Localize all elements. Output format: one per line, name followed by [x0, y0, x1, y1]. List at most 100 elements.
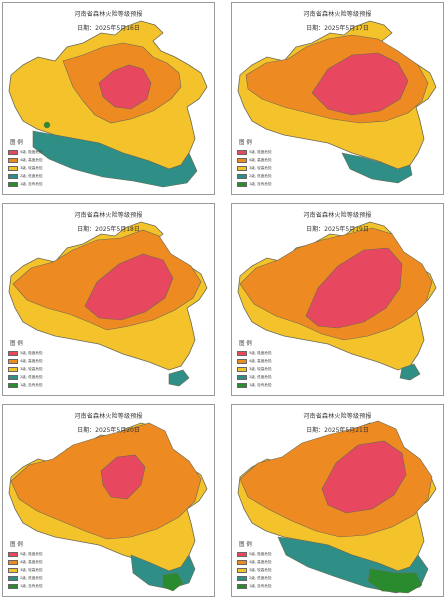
legend-swatch [8, 374, 18, 380]
region-level5 [311, 52, 409, 116]
legend-swatch [237, 181, 247, 187]
henan-map-1 [8, 20, 208, 188]
panel-title: 河南省森林火险等级预报 [303, 212, 372, 219]
legend-swatch [8, 181, 18, 187]
forecast-panel-5: 河南省森林火险等级预报 日期：2025年5月20日 图 例 5级, 极度危险 4… [2, 404, 215, 597]
legend-label: 2级, 低度危险 [20, 374, 43, 379]
legend-title: 图 例 [10, 542, 23, 548]
forecast-panel-3: 河南省森林火险等级预报 日期：2025年5月18日 图 例 5级, 极度危险 4… [2, 203, 215, 396]
legend-item: 1级, 没有危险 [8, 381, 68, 389]
legend-label: 5级, 极度危险 [249, 551, 272, 556]
legend-swatch [8, 551, 18, 557]
legend-swatch [237, 567, 247, 573]
legend-item: 5级, 极度危险 [237, 550, 297, 558]
panel-title: 河南省森林火险等级预报 [303, 413, 372, 420]
legend-item: 5级, 极度危险 [237, 148, 297, 156]
legend-swatch [237, 382, 247, 388]
legend-label: 4级, 高度危险 [249, 559, 272, 564]
legend-item: 1级, 没有危险 [8, 180, 68, 188]
legend-swatch [8, 157, 18, 163]
legend-item: 2级, 低度危险 [8, 172, 68, 180]
legend-item: 3级, 较高危险 [8, 566, 68, 574]
legend-swatch [8, 350, 18, 356]
forecast-panel-6: 河南省森林火险等级预报 日期：2025年5月21日 图 例 5级, 极度危险 4… [231, 404, 444, 597]
legend-label: 4级, 高度危险 [20, 559, 43, 564]
legend-item: 1级, 没有危险 [237, 381, 297, 389]
panel-date: 日期：2025年5月20日 [77, 427, 140, 434]
legend-label: 1级, 没有危险 [20, 583, 43, 588]
legend-swatch [8, 366, 18, 372]
legend-label: 2级, 低度危险 [20, 575, 43, 580]
legend-label: 3级, 较高危险 [20, 567, 43, 572]
henan-map-3 [8, 221, 208, 387]
legend-label: 2级, 低度危险 [249, 374, 272, 379]
legend-swatch [237, 350, 247, 356]
legend-swatch [8, 583, 18, 589]
legend-item: 5级, 极度危险 [237, 349, 297, 357]
legend-label: 1级, 没有危险 [20, 181, 43, 186]
legend-item: 1级, 没有危险 [237, 180, 297, 188]
legend-swatch [237, 165, 247, 171]
legend-item: 3级, 较高危险 [237, 566, 297, 574]
legend: 图 例 5级, 极度危险 4级, 高度危险 3级, 较高危险 2级, 低度危险 … [8, 540, 68, 590]
legend-swatch [237, 366, 247, 372]
panel-date: 日期：2025年5月16日 [77, 25, 140, 32]
legend-item: 2级, 低度危险 [237, 574, 297, 582]
panel-date: 日期：2025年5月17日 [306, 25, 369, 32]
legend-label: 3级, 较高危险 [249, 567, 272, 572]
region-level5 [321, 440, 407, 514]
legend-title: 图 例 [239, 140, 252, 146]
region-level5 [305, 247, 403, 329]
legend-item: 1级, 没有危险 [8, 582, 68, 590]
legend-label: 5级, 极度危险 [249, 350, 272, 355]
henan-map-6 [237, 420, 437, 594]
legend-item: 5级, 极度危险 [8, 550, 68, 558]
legend-label: 5级, 极度危险 [20, 149, 43, 154]
legend-swatch [237, 551, 247, 557]
legend-item: 5级, 极度危险 [8, 349, 68, 357]
legend-swatch [8, 575, 18, 581]
legend-item: 4级, 高度危险 [8, 357, 68, 365]
legend-label: 2级, 低度危险 [249, 575, 272, 580]
legend-item: 4级, 高度危险 [237, 558, 297, 566]
legend-swatch [8, 173, 18, 179]
region-level5 [84, 253, 174, 321]
legend-label: 3级, 较高危险 [249, 366, 272, 371]
legend-title: 图 例 [10, 140, 23, 146]
region-level5 [100, 454, 146, 500]
legend: 图 例 5级, 极度危险 4级, 高度危险 3级, 较高危险 2级, 低度危险 … [8, 339, 68, 389]
legend-swatch [237, 149, 247, 155]
legend-swatch [8, 567, 18, 573]
henan-map-5 [8, 422, 208, 592]
legend-swatch [237, 374, 247, 380]
legend-label: 5级, 极度危险 [20, 551, 43, 556]
legend-label: 2级, 低度危险 [249, 173, 272, 178]
legend-item: 4级, 高度危险 [8, 558, 68, 566]
legend-label: 1级, 没有危险 [249, 181, 272, 186]
legend-label: 5级, 极度危险 [249, 149, 272, 154]
region-level1 [162, 572, 184, 592]
legend-label: 3级, 较高危险 [20, 165, 43, 170]
legend-swatch [237, 583, 247, 589]
region-level2 [399, 363, 421, 381]
forecast-panel-1: 河南省森林火险等级预报 日期：2025年5月16日 图 例 5级, 极度危险 4… [2, 2, 215, 195]
legend: 图 例 5级, 极度危险 4级, 高度危险 3级, 较高危险 2级, 低度危险 … [237, 138, 297, 188]
panel-title: 河南省森林火险等级预报 [74, 11, 143, 18]
legend-swatch [8, 165, 18, 171]
legend-swatch [8, 149, 18, 155]
legend-label: 4级, 高度危险 [249, 157, 272, 162]
legend-title: 图 例 [10, 341, 23, 347]
legend-title: 图 例 [239, 542, 252, 548]
legend: 图 例 5级, 极度危险 4级, 高度危险 3级, 较高危险 2级, 低度危险 … [237, 339, 297, 389]
legend-swatch [237, 575, 247, 581]
legend-label: 3级, 较高危险 [20, 366, 43, 371]
legend-swatch [237, 559, 247, 565]
legend-label: 4级, 高度危险 [20, 157, 43, 162]
panel-date: 日期：2025年5月19日 [306, 226, 369, 233]
region-level2 [32, 130, 198, 188]
legend-item: 5级, 极度危险 [8, 148, 68, 156]
panel-title: 河南省森林火险等级预报 [303, 11, 372, 18]
legend-item: 3级, 较高危险 [237, 164, 297, 172]
legend-label: 1级, 没有危险 [249, 583, 272, 588]
